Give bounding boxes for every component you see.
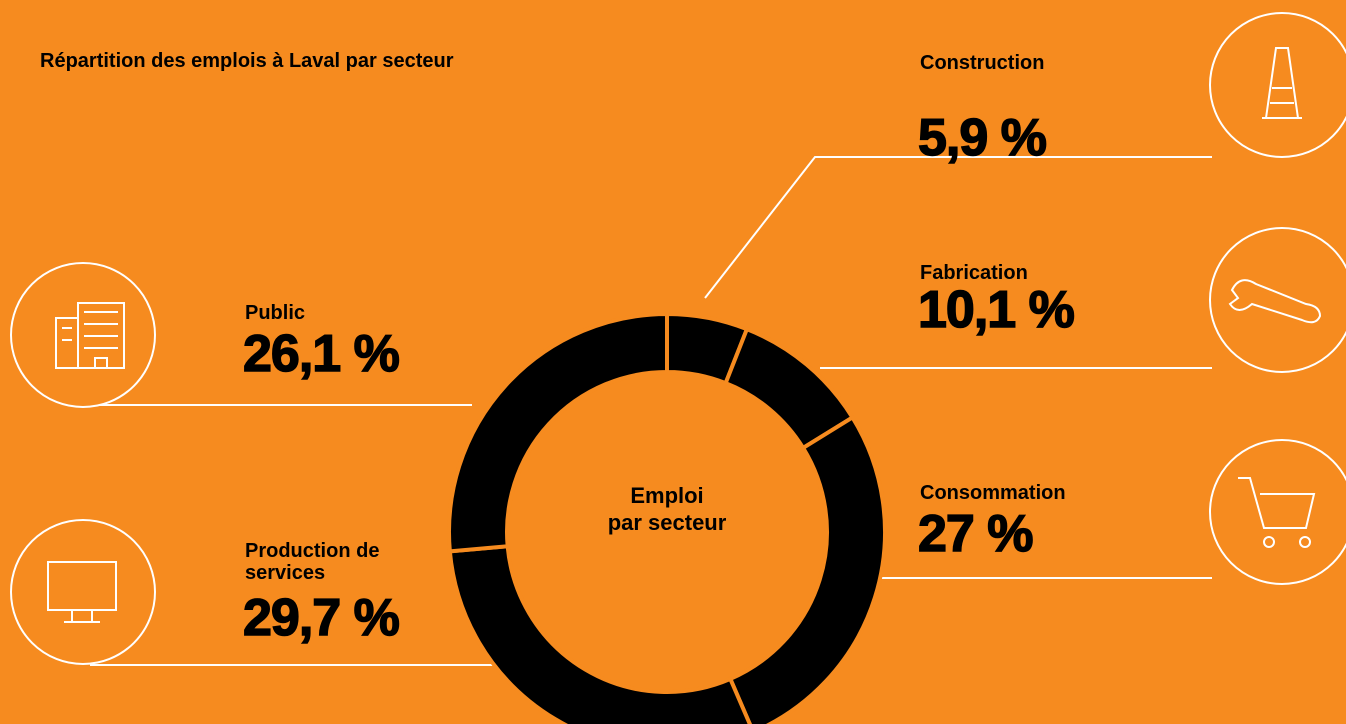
donut-segment: [447, 311, 669, 554]
icon-circle: [10, 519, 156, 665]
leader-line: [704, 156, 1212, 299]
value-label: 26,1 %: [242, 325, 400, 383]
value-label: 27 %: [917, 505, 1034, 563]
value-label: 10,1 %: [917, 281, 1075, 339]
computer-icon: [47, 561, 117, 623]
donut-segment: [727, 414, 887, 724]
value-label: 29,7 %: [242, 589, 400, 647]
building-icon: [55, 302, 125, 369]
icon-circle: [10, 262, 156, 408]
center-label-line: Emploi: [630, 483, 704, 508]
center-label: Emploi par secteur: [567, 482, 767, 536]
center-label-line: par secteur: [607, 510, 727, 535]
decorations: [10, 12, 1346, 666]
cone-icon: [1262, 47, 1302, 119]
category-label: Construction: [920, 52, 1045, 74]
category-label: Fabrication: [920, 262, 1028, 284]
cart-icon: [1238, 477, 1316, 548]
icon-circle: [1209, 12, 1346, 158]
value-label: 5,9 %: [917, 109, 1047, 167]
chart-title: Répartition des emplois à Laval par sect…: [40, 50, 454, 72]
category-label: Public: [245, 302, 306, 324]
icon-circle: [1209, 227, 1346, 373]
category-label: Production de services: [245, 540, 380, 584]
wrench-icon: [1228, 279, 1322, 324]
icon-circle: [1209, 439, 1346, 585]
donut-segment: [447, 544, 752, 724]
category-label: Consommation: [920, 482, 1066, 504]
